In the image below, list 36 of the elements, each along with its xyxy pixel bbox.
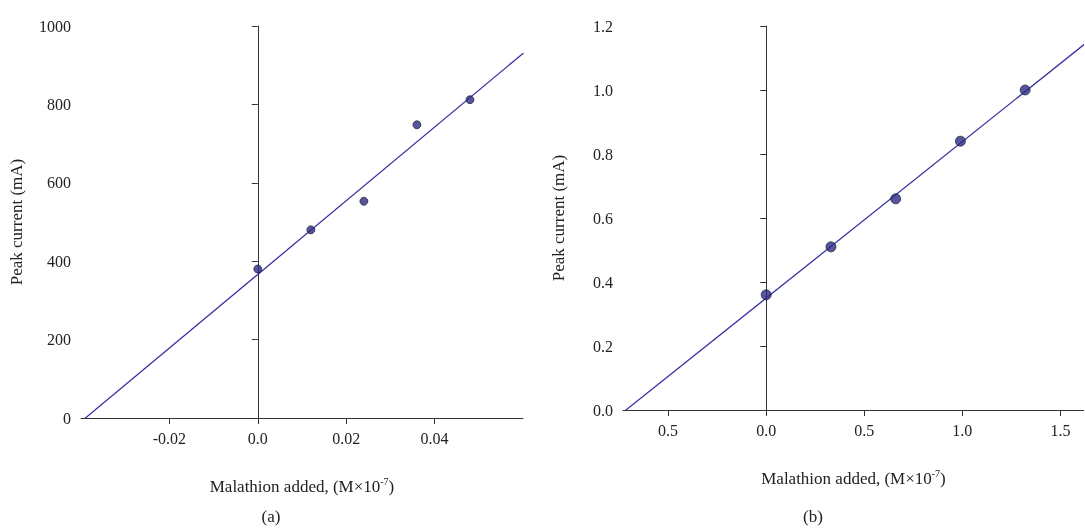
y-tick-label: 200 (47, 331, 71, 349)
x-tick-label: 1.5 (1050, 421, 1071, 439)
y-axis-title: Peak current (mA) (7, 158, 26, 286)
x-tick-label: 0.5 (658, 421, 679, 439)
y-tick-label: 800 (47, 95, 71, 113)
y-tick-label: 0.0 (593, 401, 613, 419)
y-tick-label: 0.6 (593, 209, 613, 227)
x-tick-label: 0.5 (854, 421, 875, 439)
y-tick-label: 1.0 (593, 81, 613, 99)
x-tick-label: 0.0 (756, 421, 777, 439)
y-axis-title: Peak current (mA) (549, 154, 568, 282)
point (253, 264, 263, 274)
x-tick-label: -0.02 (152, 429, 187, 447)
point (825, 241, 837, 253)
text: (a) (261, 507, 281, 526)
point (306, 225, 316, 235)
point (359, 196, 369, 206)
point (760, 289, 772, 301)
x-tick-label: 1.0 (952, 421, 973, 439)
point (1019, 84, 1031, 96)
y-tick-label: 400 (47, 252, 71, 270)
y-tick-label: 0.8 (593, 145, 613, 163)
x-tick-label: 0.02 (332, 429, 361, 447)
y-tick-label: 0.4 (593, 273, 613, 291)
point (465, 95, 475, 105)
point (890, 193, 902, 205)
point (412, 120, 422, 130)
y-tick-label: 0.2 (593, 337, 613, 355)
y-tick-label: 0 (63, 409, 71, 427)
y-tick-label: 1.2 (593, 17, 613, 35)
x-tick-label: 0.0 (247, 429, 268, 447)
point (955, 135, 966, 147)
text: (b) (803, 507, 823, 526)
y-tick-label: 600 (47, 174, 71, 192)
x-tick-label: 0.04 (420, 429, 449, 447)
y-tick-label: 1000 (39, 17, 71, 35)
